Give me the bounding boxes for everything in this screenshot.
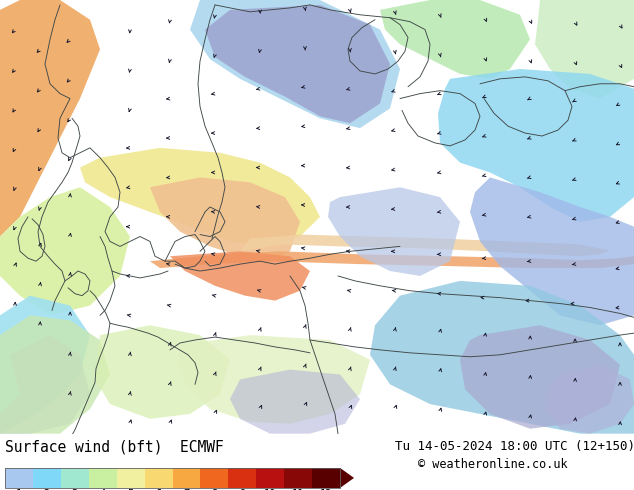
Bar xyxy=(145,468,172,488)
Bar xyxy=(33,468,61,488)
Polygon shape xyxy=(328,187,460,276)
Text: 11: 11 xyxy=(292,489,304,490)
Polygon shape xyxy=(205,5,390,123)
Text: 2: 2 xyxy=(44,489,50,490)
Polygon shape xyxy=(170,251,310,300)
Text: 1: 1 xyxy=(16,489,22,490)
Polygon shape xyxy=(438,69,634,222)
Polygon shape xyxy=(0,295,90,434)
Text: 12: 12 xyxy=(320,489,332,490)
Polygon shape xyxy=(0,335,90,434)
Text: Surface wind (bft)  ECMWF: Surface wind (bft) ECMWF xyxy=(5,440,224,455)
Text: 10: 10 xyxy=(264,489,276,490)
Text: 4: 4 xyxy=(100,489,106,490)
Text: 3: 3 xyxy=(72,489,78,490)
Polygon shape xyxy=(0,187,130,316)
Polygon shape xyxy=(370,281,634,434)
Bar xyxy=(200,468,228,488)
Text: 6: 6 xyxy=(155,489,162,490)
Polygon shape xyxy=(535,0,634,98)
Polygon shape xyxy=(0,316,110,434)
Bar xyxy=(117,468,145,488)
Polygon shape xyxy=(460,325,620,429)
Text: 5: 5 xyxy=(127,489,134,490)
Text: © weatheronline.co.uk: © weatheronline.co.uk xyxy=(418,458,567,471)
Polygon shape xyxy=(380,0,530,79)
Polygon shape xyxy=(470,177,634,325)
Polygon shape xyxy=(240,235,610,256)
Polygon shape xyxy=(545,365,634,434)
Bar xyxy=(172,468,200,488)
Bar xyxy=(5,468,340,488)
Polygon shape xyxy=(80,148,320,246)
Polygon shape xyxy=(95,325,230,419)
Polygon shape xyxy=(150,177,300,261)
Bar xyxy=(284,468,312,488)
Bar xyxy=(228,468,256,488)
Bar xyxy=(89,468,117,488)
Text: 8: 8 xyxy=(211,489,217,490)
Polygon shape xyxy=(178,335,370,424)
Polygon shape xyxy=(190,0,400,128)
Polygon shape xyxy=(0,0,100,237)
Polygon shape xyxy=(230,369,360,434)
Polygon shape xyxy=(150,251,634,268)
Text: 9: 9 xyxy=(239,489,245,490)
Text: Tu 14-05-2024 18:00 UTC (12+150): Tu 14-05-2024 18:00 UTC (12+150) xyxy=(395,440,634,453)
Text: 7: 7 xyxy=(183,489,190,490)
Bar xyxy=(256,468,284,488)
Bar xyxy=(61,468,89,488)
Polygon shape xyxy=(340,468,354,488)
Bar xyxy=(312,468,340,488)
Bar xyxy=(5,468,33,488)
